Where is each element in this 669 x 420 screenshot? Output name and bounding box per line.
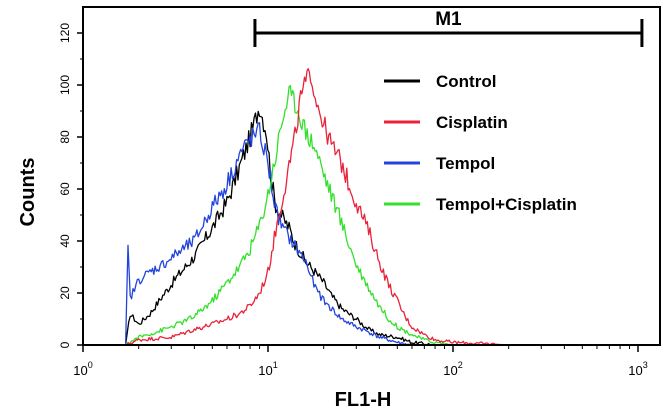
y-tick-label: 100 <box>58 75 72 95</box>
legend-label-tempol: Tempol <box>436 154 495 173</box>
legend-label-tempol-cisplatin: Tempol+Cisplatin <box>436 195 577 214</box>
series-line-tempol <box>124 122 413 346</box>
y-tick-label: 120 <box>58 23 72 43</box>
y-tick-label: 20 <box>58 286 72 300</box>
m1-marker: M1 <box>253 9 644 47</box>
y-tick-label: 0 <box>58 341 72 348</box>
x-tick-label: 102 <box>443 360 462 378</box>
series-line-cisplatin <box>125 68 509 346</box>
axis-ticks: 0 20 40 60 80 100 120 100 101 102 103 <box>58 23 648 378</box>
series-line-control <box>124 110 436 346</box>
legend-label-cisplatin: Cisplatin <box>436 113 508 132</box>
series-layer <box>124 68 509 346</box>
x-tick-label: 100 <box>73 360 92 378</box>
legend: Control Cisplatin Tempol Tempol+Cisplatin <box>384 72 577 214</box>
x-tick-label: 103 <box>628 360 647 378</box>
y-axis-label: Counts <box>17 158 39 227</box>
legend-label-control: Control <box>436 72 496 91</box>
y-tick-label: 80 <box>58 130 72 144</box>
y-tick-label: 60 <box>58 182 72 196</box>
series-line-tempol-cisplatin <box>125 84 454 346</box>
y-tick-label: 40 <box>58 234 72 248</box>
x-axis-label: FL1-H <box>335 389 392 411</box>
m1-label: M1 <box>435 9 462 30</box>
plot-frame <box>82 6 661 346</box>
x-tick-label: 101 <box>258 360 277 378</box>
